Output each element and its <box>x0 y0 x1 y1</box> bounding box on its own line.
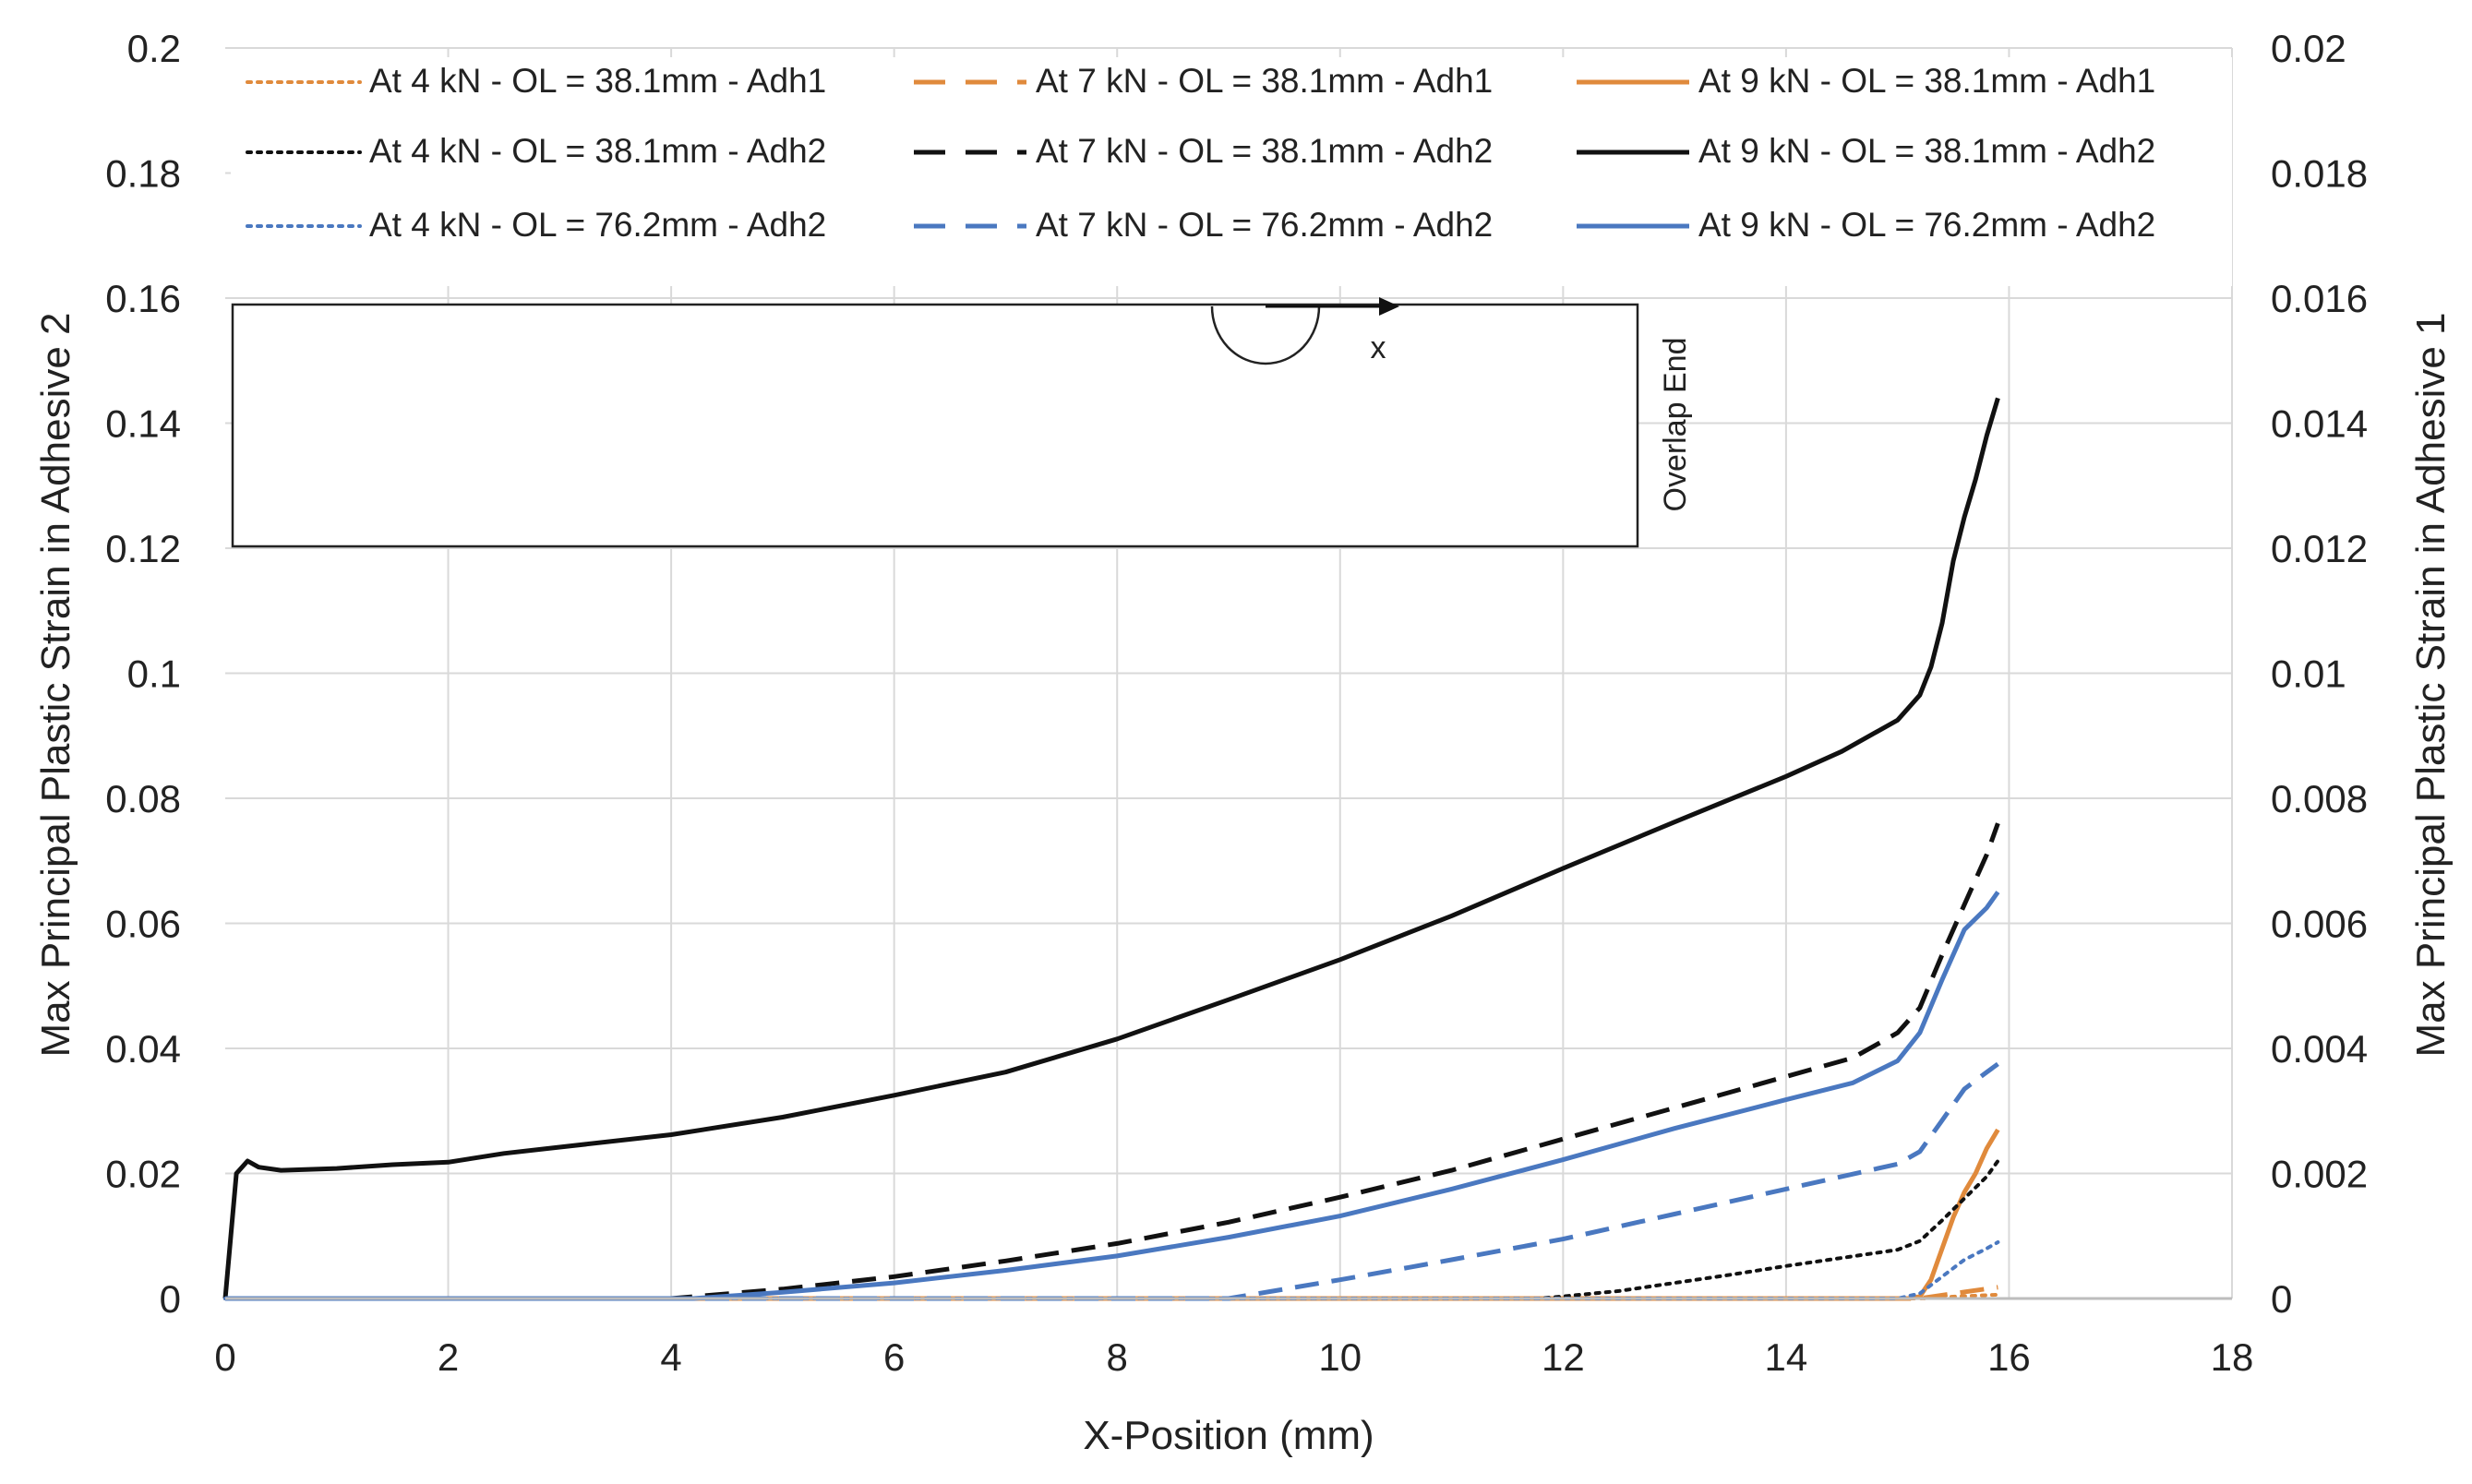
y-left-tick-label: 0.08 <box>105 777 181 820</box>
inset-schematic: x Overlap End <box>231 297 1693 548</box>
legend-item: At 7 kN - OL = 38.1mm - Adh1 <box>914 62 1493 100</box>
legend-label: At 9 kN - OL = 38.1mm - Adh2 <box>1698 132 2155 170</box>
y-right-axis-title: Max Principal Plastic Strain in Adhesive… <box>2408 312 2454 1057</box>
y-left-tick-label: 0.2 <box>127 27 181 70</box>
series-line <box>225 1061 1999 1301</box>
legend-item: At 9 kN - OL = 38.1mm - Adh2 <box>1577 132 2155 170</box>
x-tick-label: 2 <box>438 1335 459 1379</box>
y-right-tick-label: 0.012 <box>2271 527 2368 570</box>
y-left-tick-label: 0.06 <box>105 903 181 946</box>
legend-item: At 7 kN - OL = 38.1mm - Adh2 <box>914 132 1493 170</box>
legend: At 4 kN - OL = 38.1mm - Adh1 At 7 kN - OL… <box>231 57 2232 286</box>
y-right-tick-label: 0.018 <box>2271 152 2368 196</box>
x-tick-label: 0 <box>214 1335 235 1379</box>
y-left-tick-label: 0.14 <box>105 402 181 446</box>
legend-label: At 9 kN - OL = 38.1mm - Adh1 <box>1698 62 2155 100</box>
legend-label: At 7 kN - OL = 38.1mm - Adh2 <box>1036 132 1493 170</box>
y-left-tick-label: 0.16 <box>105 277 181 320</box>
inset-x-label: x <box>1371 330 1386 365</box>
legend-label: At 7 kN - OL = 38.1mm - Adh1 <box>1036 62 1493 100</box>
x-tick-label: 6 <box>883 1335 905 1379</box>
y-right-tick-label: 0.02 <box>2271 27 2346 70</box>
inset-box <box>231 303 1639 548</box>
series-line <box>223 1159 2000 1300</box>
series-line <box>222 397 2000 1299</box>
legend-label: At 9 kN - OL = 76.2mm - Adh2 <box>1698 206 2155 244</box>
legend-background <box>231 57 2232 286</box>
legend-label: At 4 kN - OL = 76.2mm - Adh2 <box>369 206 826 244</box>
series-line <box>225 891 2000 1301</box>
legend-item: At 4 kN - OL = 76.2mm - Adh2 <box>246 206 826 244</box>
y-right-tick-label: 0.016 <box>2271 277 2368 320</box>
legend-items: At 4 kN - OL = 38.1mm - Adh1 At 7 kN - OL… <box>246 62 2155 244</box>
y-left-tick-label: 0.1 <box>127 652 181 696</box>
legend-label: At 4 kN - OL = 38.1mm - Adh2 <box>369 132 826 170</box>
y-right-tick-label: 0.01 <box>2271 652 2346 696</box>
y-left-axis-title: Max Principal Plastic Strain in Adhesive… <box>33 312 78 1057</box>
y-left-tick-label: 0.12 <box>105 527 181 570</box>
legend-item: At 4 kN - OL = 38.1mm - Adh1 <box>246 62 826 100</box>
legend-item: At 4 kN - OL = 38.1mm - Adh2 <box>246 132 826 170</box>
y-left-tick-label: 0.02 <box>105 1153 181 1196</box>
legend-item: At 9 kN - OL = 38.1mm - Adh1 <box>1577 62 2155 100</box>
legend-label: At 4 kN - OL = 38.1mm - Adh1 <box>369 62 826 100</box>
series-line <box>225 822 2000 1301</box>
x-tick-label: 10 <box>1318 1335 1362 1379</box>
x-tick-labels: 0 2 4 6 8 10 12 14 16 18 <box>214 1335 2253 1379</box>
y-left-tick-label: 0.04 <box>105 1027 181 1071</box>
legend-item: At 9 kN - OL = 76.2mm - Adh2 <box>1577 206 2155 244</box>
legend-label: At 7 kN - OL = 76.2mm - Adh2 <box>1036 206 1493 244</box>
inset-edge-label: Overlap End <box>1658 338 1693 512</box>
y-right-tick-labels: 0 0.002 0.004 0.006 0.008 0.01 0.012 0.014 0.016… <box>2271 27 2368 1321</box>
x-tick-label: 18 <box>2211 1335 2254 1379</box>
y-right-tick-label: 0.004 <box>2271 1027 2368 1071</box>
series-layer <box>222 397 2000 1301</box>
x-tick-label: 14 <box>1765 1335 1808 1379</box>
x-tick-label: 4 <box>660 1335 681 1379</box>
y-right-tick-label: 0 <box>2271 1277 2292 1321</box>
x-tick-label: 16 <box>1987 1335 2031 1379</box>
y-right-tick-label: 0.006 <box>2271 903 2368 946</box>
legend-item: At 7 kN - OL = 76.2mm - Adh2 <box>914 206 1493 244</box>
y-right-tick-label: 0.002 <box>2271 1153 2368 1196</box>
x-tick-label: 12 <box>1542 1335 1585 1379</box>
y-right-tick-label: 0.008 <box>2271 777 2368 820</box>
y-left-tick-label: 0.18 <box>105 152 181 196</box>
y-left-tick-labels: 0 0.02 0.04 0.06 0.08 0.1 0.12 0.14 0.16 0.18 0.2 <box>105 27 181 1321</box>
y-left-tick-label: 0 <box>160 1277 181 1321</box>
x-axis-title: X-Position (mm) <box>1083 1413 1374 1458</box>
inset-semicircle <box>1210 305 1321 365</box>
y-right-tick-label: 0.014 <box>2271 402 2368 446</box>
x-tick-label: 8 <box>1107 1335 1128 1379</box>
inset-x-arrow-head <box>1379 297 1399 316</box>
series-line <box>223 1240 2000 1300</box>
series-line <box>225 1285 1998 1301</box>
